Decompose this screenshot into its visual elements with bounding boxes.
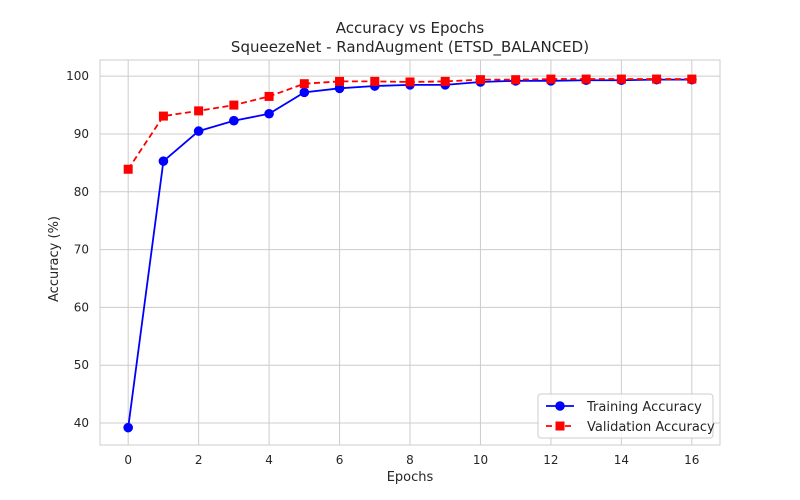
y-axis-label: Accuracy (%) bbox=[47, 216, 62, 302]
y-tick-label: 50 bbox=[74, 358, 89, 372]
data-point-marker bbox=[299, 79, 309, 89]
y-tick-label: 80 bbox=[74, 185, 89, 199]
data-point-marker bbox=[194, 106, 204, 116]
data-point-marker bbox=[193, 126, 204, 136]
x-tick-label: 10 bbox=[473, 453, 488, 467]
y-tick-label: 100 bbox=[66, 69, 89, 83]
grid bbox=[100, 60, 720, 445]
y-tick-label: 40 bbox=[74, 416, 89, 430]
legend-entry: Validation Accuracy bbox=[546, 420, 715, 435]
data-point-marker bbox=[158, 111, 168, 121]
data-point-marker bbox=[687, 74, 697, 84]
data-point-marker bbox=[546, 74, 556, 84]
y-axis-ticks: 40 50 60 70 80 90 100 bbox=[66, 69, 89, 430]
data-point-marker bbox=[335, 76, 345, 86]
x-tick-label: 0 bbox=[124, 453, 132, 467]
plot-frame bbox=[99, 59, 721, 446]
y-tick-label: 70 bbox=[74, 243, 89, 257]
data-point-marker bbox=[370, 76, 380, 86]
chart-title: Accuracy vs Epochs bbox=[336, 19, 485, 37]
legend-entry: Training Accuracy bbox=[546, 400, 702, 415]
x-tick-label: 4 bbox=[265, 453, 273, 467]
x-tick-label: 16 bbox=[684, 453, 699, 467]
x-tick-label: 2 bbox=[195, 453, 203, 467]
data-point-marker bbox=[123, 164, 133, 174]
data-point-marker bbox=[652, 74, 662, 84]
y-tick-label: 60 bbox=[74, 300, 89, 314]
data-point-marker bbox=[440, 76, 450, 86]
data-point-marker bbox=[264, 108, 274, 119]
data-point-marker bbox=[616, 74, 626, 84]
legend-marker bbox=[555, 421, 565, 431]
data-point-marker bbox=[299, 87, 310, 98]
x-tick-label: 6 bbox=[336, 453, 344, 467]
data-point-marker bbox=[475, 75, 485, 85]
data-point-marker bbox=[158, 156, 169, 166]
data-point-marker bbox=[334, 83, 345, 94]
plot-border bbox=[99, 59, 721, 446]
data-point-marker bbox=[229, 115, 239, 126]
data-point-marker bbox=[229, 100, 239, 110]
data-point-marker bbox=[264, 91, 274, 101]
data-point-marker bbox=[511, 75, 521, 85]
y-tick-label: 90 bbox=[74, 127, 89, 141]
legend-marker bbox=[555, 401, 565, 411]
x-tick-label: 14 bbox=[614, 453, 629, 467]
legend-box bbox=[537, 393, 714, 439]
x-axis-label: Epochs bbox=[387, 470, 434, 485]
data-point-marker bbox=[581, 74, 591, 84]
series-layer bbox=[123, 74, 697, 433]
x-tick-label: 8 bbox=[406, 453, 414, 467]
data-point-marker bbox=[123, 422, 133, 433]
chart-subtitle: SqueezeNet - RandAugment (ETSD_BALANCED) bbox=[231, 38, 589, 57]
legend: Training Accuracy Validation Accuracy bbox=[537, 393, 715, 439]
series-validation-accuracy bbox=[123, 74, 697, 174]
x-axis-ticks: 0 2 4 6 8 10 12 14 16 bbox=[124, 453, 699, 467]
legend-label: Training Accuracy bbox=[586, 400, 702, 415]
x-tick-label: 12 bbox=[543, 453, 558, 467]
legend-label: Validation Accuracy bbox=[587, 420, 715, 435]
data-point-marker bbox=[405, 77, 415, 87]
